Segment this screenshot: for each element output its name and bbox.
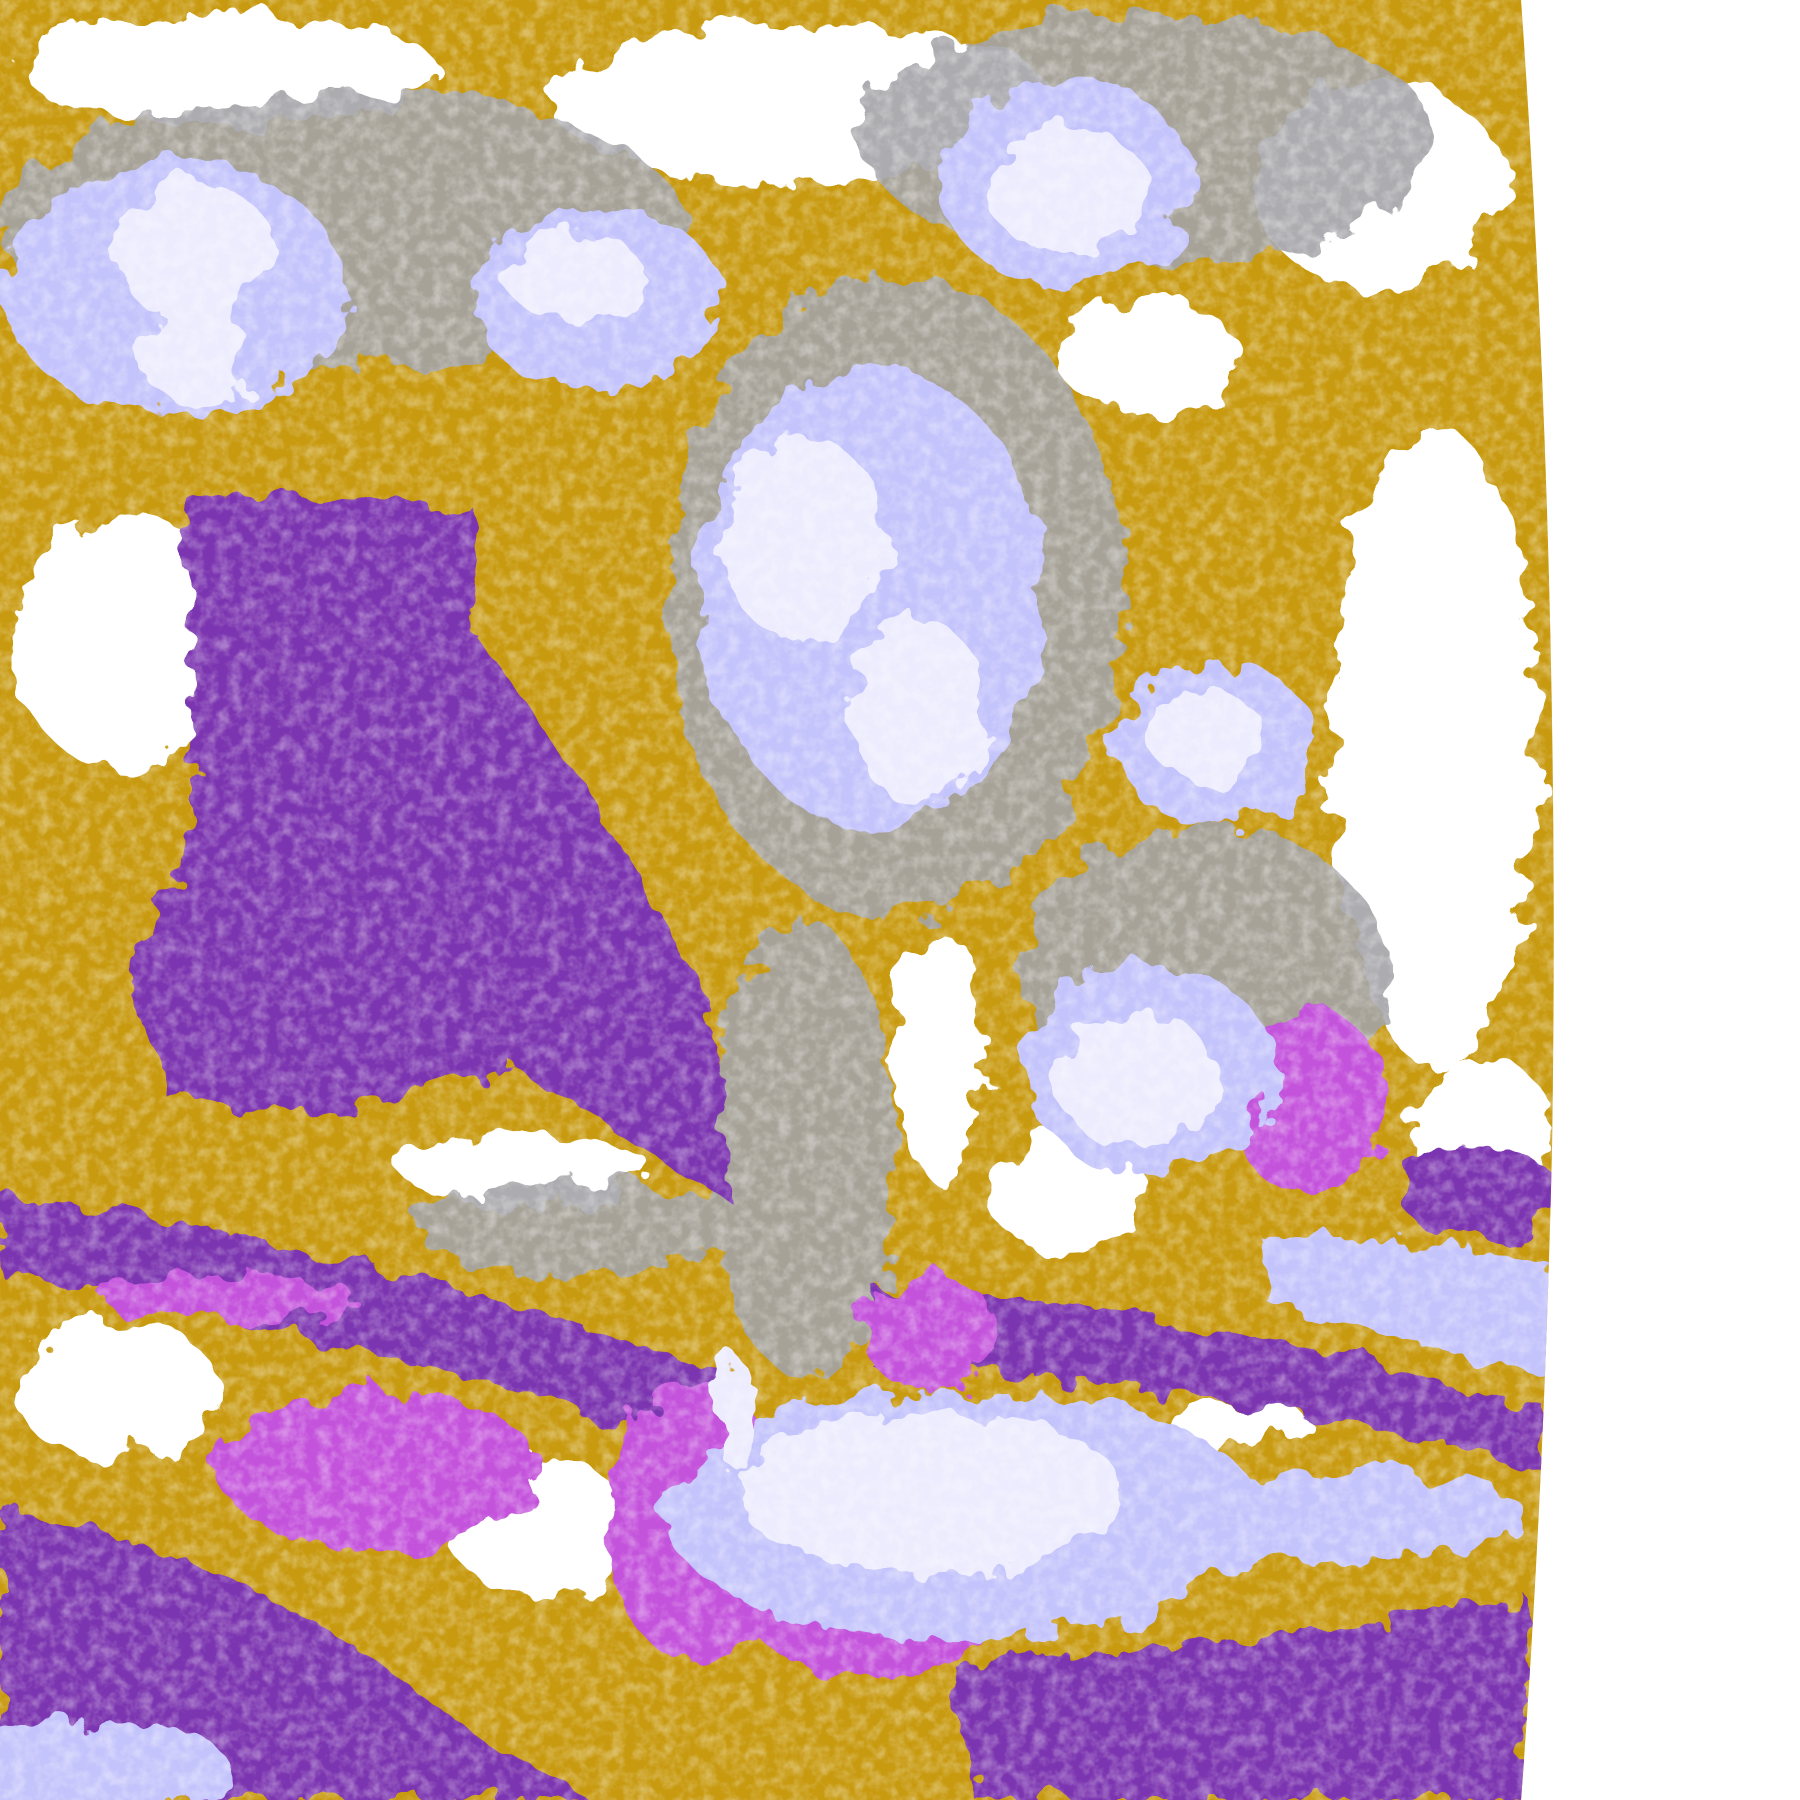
satellite-map	[0, 0, 1554, 1800]
image-disk	[0, 0, 1554, 1800]
texture-overlay	[0, 0, 1554, 1800]
